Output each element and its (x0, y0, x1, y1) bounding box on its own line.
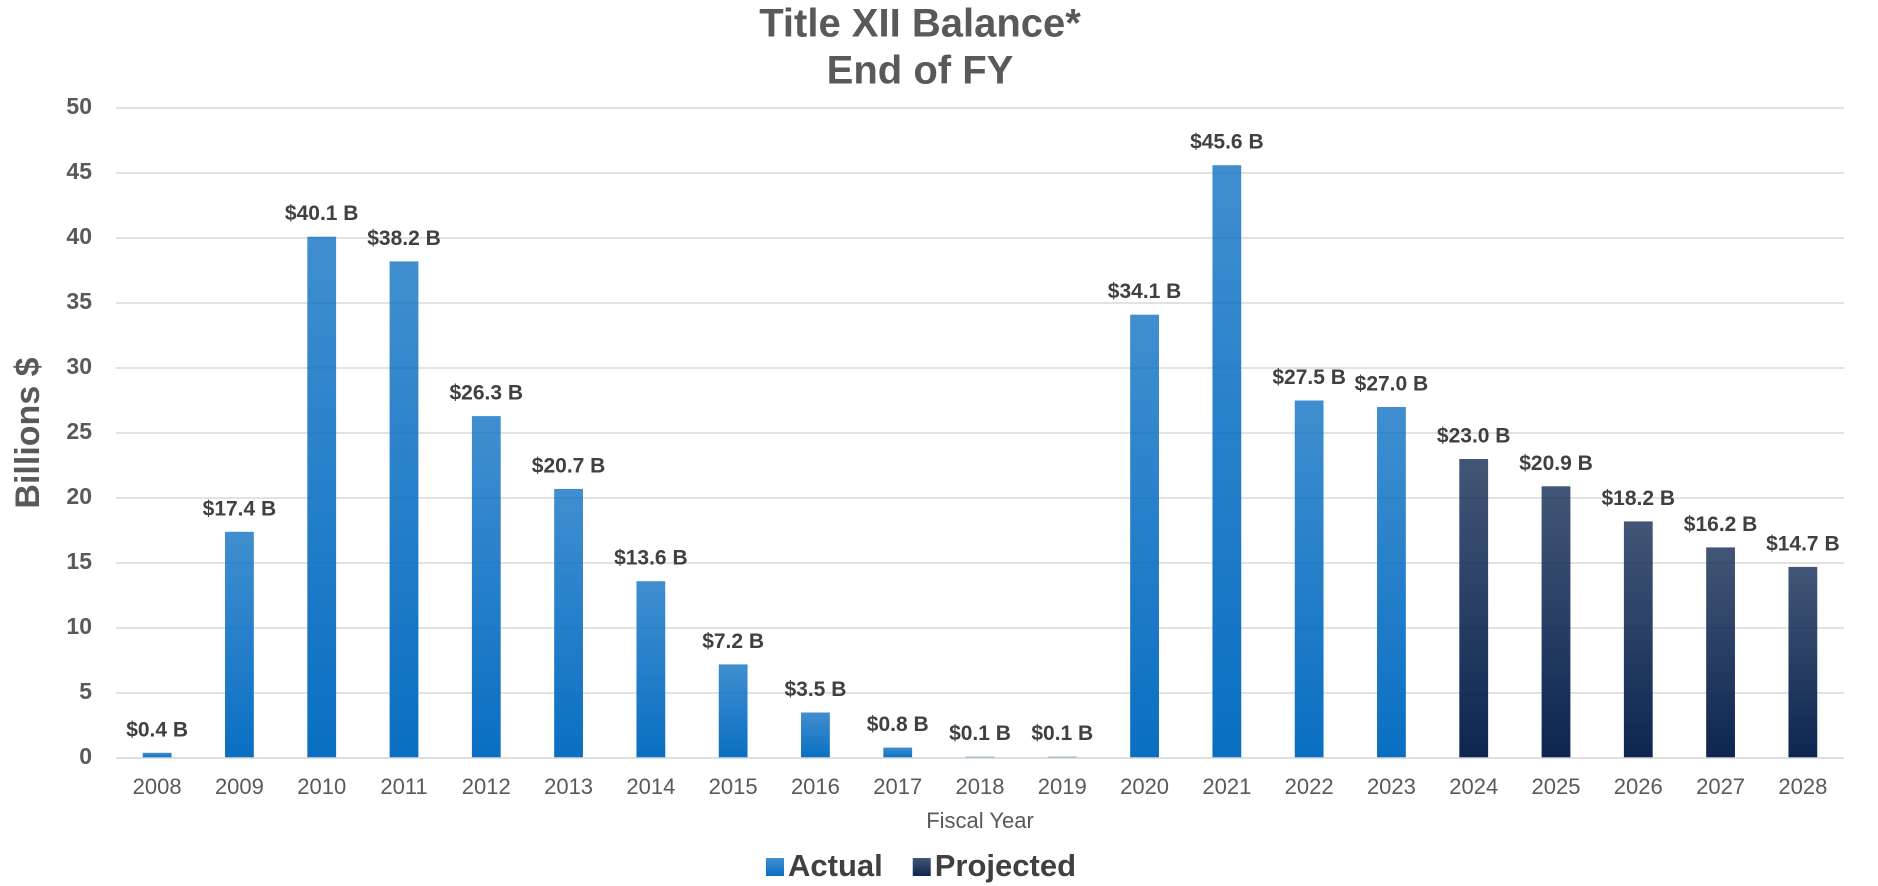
data-label: $34.1 B (1108, 280, 1182, 303)
data-label: $38.2 B (367, 227, 441, 250)
bar (142, 752, 172, 758)
data-label: $7.2 B (702, 630, 764, 653)
data-label: $16.2 B (1684, 513, 1758, 536)
y-tick-label: 45 (66, 158, 92, 184)
data-label: $18.2 B (1602, 487, 1676, 510)
x-tick-label: 2022 (1285, 774, 1334, 799)
x-tick-label: 2008 (133, 774, 182, 799)
bar (1706, 547, 1735, 758)
bar (554, 488, 583, 758)
x-tick-label: 2021 (1202, 774, 1251, 799)
data-label: $3.5 B (784, 678, 846, 701)
bar (1623, 521, 1653, 758)
bar (636, 581, 666, 758)
bar (1788, 566, 1818, 758)
legend-swatch (766, 858, 784, 876)
data-label: $40.1 B (285, 202, 359, 225)
data-label: $27.5 B (1272, 366, 1346, 389)
data-label: $27.0 B (1355, 373, 1429, 396)
x-tick-label: 2014 (626, 774, 675, 799)
legend-label: Actual (788, 848, 883, 883)
data-label: $20.9 B (1519, 452, 1593, 475)
y-tick-label: 10 (66, 613, 92, 639)
bar (801, 712, 830, 758)
bar (718, 664, 748, 758)
y-tick-label: 30 (66, 353, 92, 379)
bar (225, 531, 254, 758)
bar (307, 236, 337, 758)
x-tick-label: 2016 (791, 774, 840, 799)
data-label: $17.4 B (203, 497, 277, 520)
x-axis-label: Fiscal Year (926, 808, 1034, 833)
y-tick-label: 35 (66, 288, 92, 314)
data-label: $20.7 B (532, 454, 606, 477)
y-axis-label: Billions $ (9, 357, 47, 508)
x-tick-label: 2018 (956, 774, 1005, 799)
data-label: $14.7 B (1766, 532, 1840, 555)
data-label: $0.1 B (949, 722, 1011, 745)
bar (1459, 459, 1489, 758)
bar (389, 261, 419, 758)
bar (883, 747, 913, 758)
x-tick-label: 2009 (215, 774, 264, 799)
x-tick-label: 2013 (544, 774, 593, 799)
data-label: $45.6 B (1190, 131, 1264, 154)
x-tick-label: 2011 (380, 774, 427, 799)
x-tick-label: 2012 (462, 774, 511, 799)
legend-label: Projected (935, 848, 1076, 883)
x-tick-label: 2020 (1120, 774, 1169, 799)
x-tick-label: 2026 (1614, 774, 1663, 799)
data-label: $26.3 B (450, 382, 524, 405)
y-tick-label: 5 (79, 678, 92, 704)
x-tick-label: 2025 (1532, 774, 1581, 799)
y-tick-label: 20 (66, 483, 92, 509)
legend-swatch (912, 858, 931, 876)
y-tick-label: 25 (66, 418, 92, 444)
x-tick-label: 2027 (1696, 774, 1745, 799)
y-tick-label: 40 (66, 223, 92, 249)
y-tick-label: 0 (79, 743, 92, 769)
chart-title: Title XII Balance* (759, 2, 1081, 46)
y-tick-label: 15 (66, 548, 92, 574)
bar (1294, 400, 1324, 758)
x-tick-label: 2024 (1449, 774, 1498, 799)
bar (1377, 407, 1406, 758)
chart-subtitle: End of FY (827, 49, 1014, 93)
bar (1130, 314, 1159, 758)
y-tick-label: 50 (66, 93, 92, 119)
data-label: $23.0 B (1437, 425, 1511, 448)
bar (1541, 486, 1571, 758)
x-tick-label: 2017 (873, 774, 922, 799)
x-tick-label: 2028 (1778, 774, 1827, 799)
x-tick-label: 2023 (1367, 774, 1416, 799)
x-tick-label: 2019 (1038, 774, 1087, 799)
data-label: $0.4 B (126, 718, 188, 741)
bar (1212, 165, 1242, 758)
x-tick-label: 2015 (709, 774, 758, 799)
bar (471, 416, 501, 758)
data-label: $0.8 B (867, 713, 929, 736)
data-label: $13.6 B (614, 547, 688, 570)
data-label: $0.1 B (1031, 722, 1093, 745)
x-tick-label: 2010 (297, 774, 346, 799)
